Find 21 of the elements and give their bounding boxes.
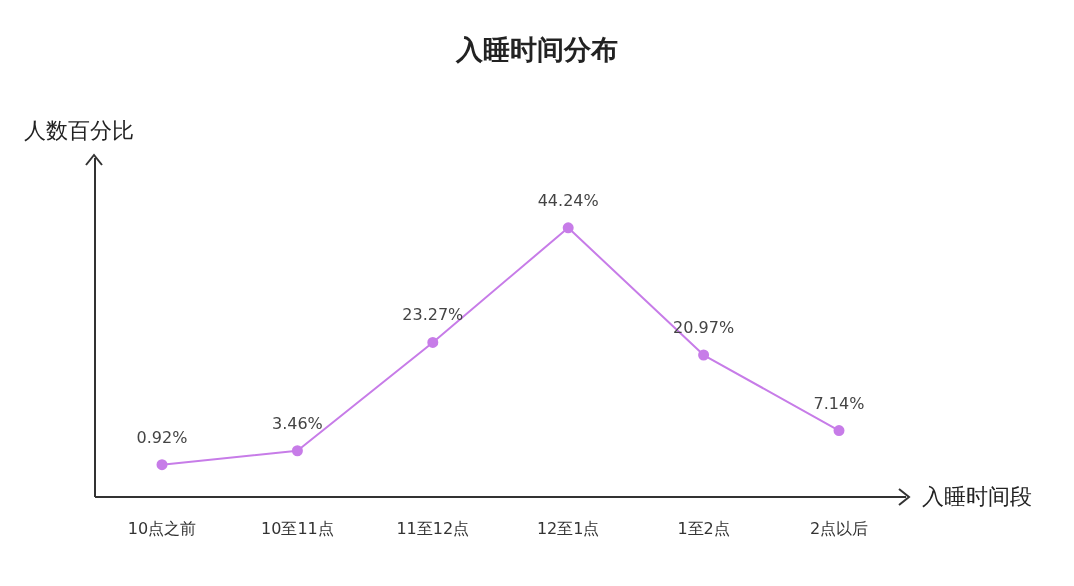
data-label: 23.27% — [402, 305, 464, 325]
point — [698, 349, 710, 361]
x-tick-label: 10点之前 — [127, 519, 197, 539]
data-label: 20.97% — [673, 318, 735, 337]
point — [291, 445, 303, 457]
point — [427, 336, 439, 348]
x-tick-label: 10至11点 — [261, 519, 334, 539]
y-axis-title: 人数百分比 — [24, 117, 134, 145]
x-tick-label: 1至2点 — [677, 519, 730, 539]
point — [156, 459, 168, 471]
chart-title: 入睡时间分布 — [454, 33, 619, 67]
x-axis-title: 入睡时间段 — [922, 483, 1032, 511]
x-tick-label: 2点以后 — [809, 519, 869, 539]
point — [562, 222, 574, 234]
data-label: 3.46% — [271, 413, 323, 433]
data-label: 7.14% — [813, 393, 865, 413]
x-tick-label: 11至12点 — [396, 519, 470, 539]
data-label: 0.92% — [136, 427, 188, 447]
point — [833, 425, 845, 437]
x-tick-label: 12至1点 — [536, 519, 600, 539]
data-label: 44.24% — [537, 190, 599, 210]
